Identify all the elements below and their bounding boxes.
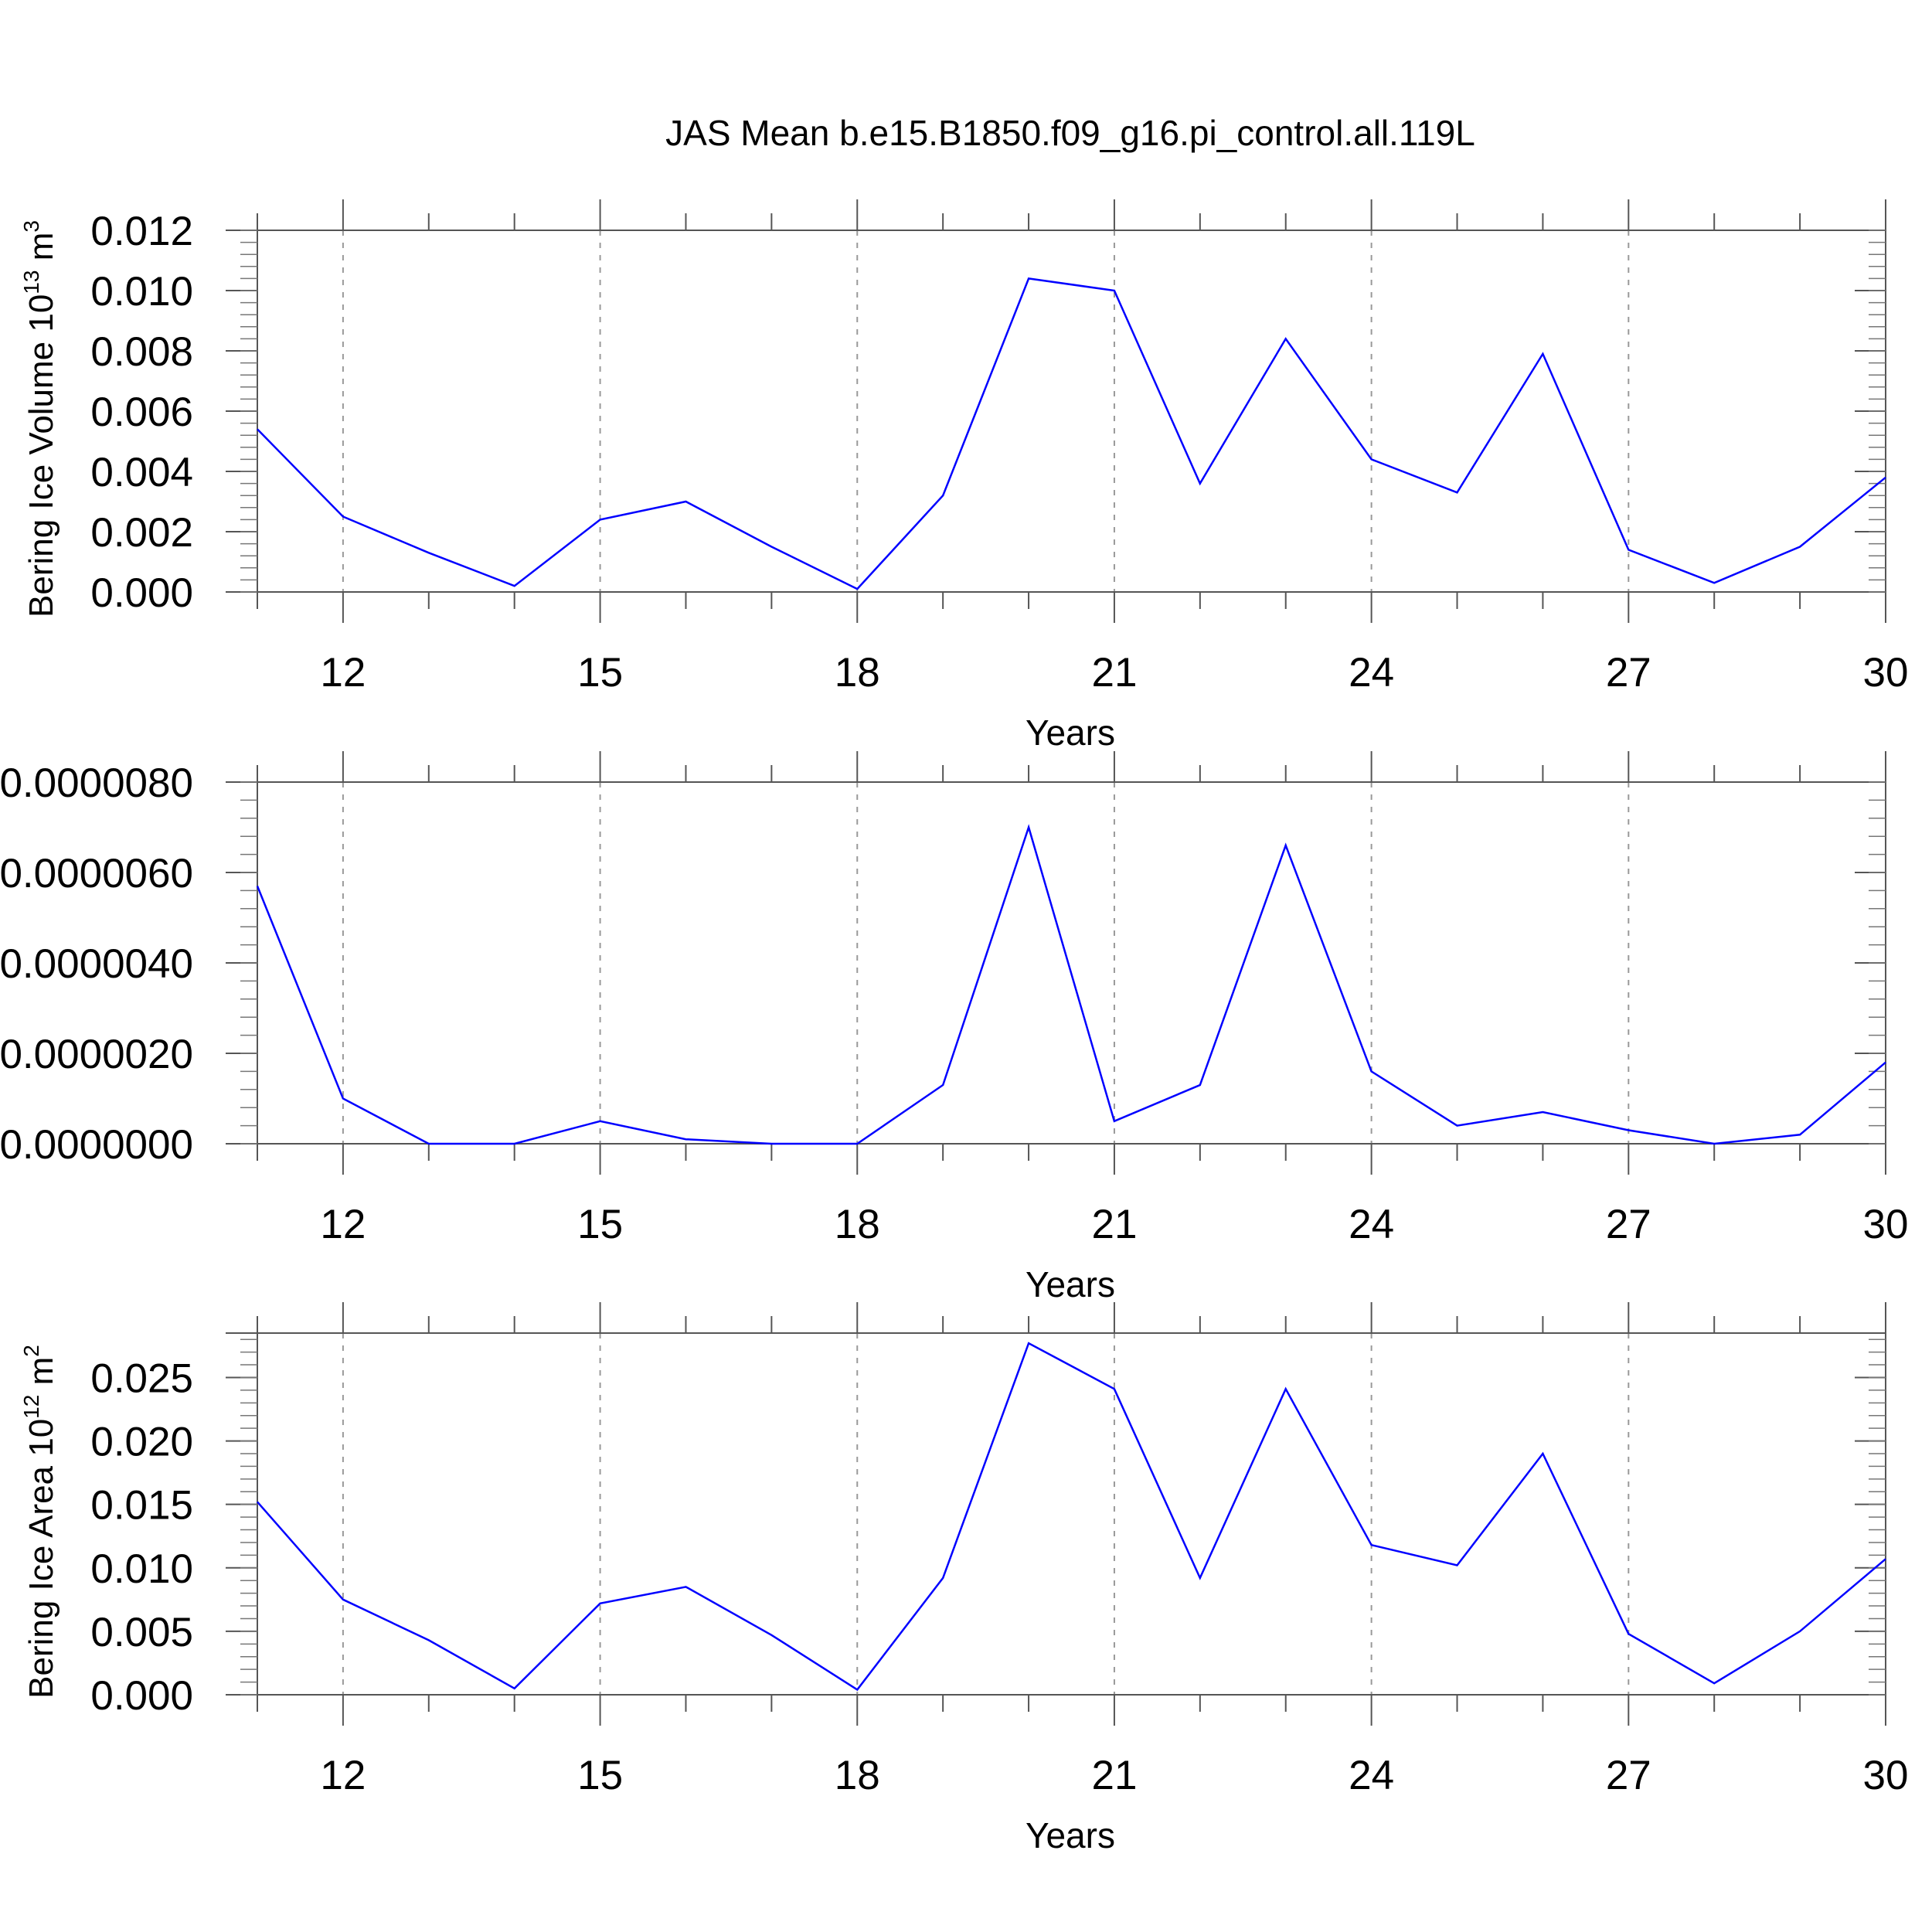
x-tick-label: 30	[1863, 650, 1909, 696]
y-tick-label: 0.0000000	[0, 1122, 193, 1168]
y-tick-label: 0.015	[90, 1483, 193, 1529]
panel-bering-ice-area: 12 15 18 21 24 27 30 0.000 0.005 0.010 0.015 0.020 0…	[19, 1302, 1908, 1855]
y-axis-label: Bering Ice Area 1012 m2	[19, 1345, 60, 1699]
y-tick-label: 0.000	[90, 1673, 193, 1719]
y-tick-label: 0.006	[90, 389, 193, 435]
y-tick-label: 0.004	[90, 450, 193, 495]
y-tick-label: 0.008	[90, 329, 193, 375]
x-tick-label: 18	[835, 1202, 880, 1247]
y-tick-label: 0.0000080	[0, 760, 193, 806]
x-tick-label: 24	[1349, 650, 1394, 696]
y-tick-label: 0.002	[90, 510, 193, 556]
y-tick-label: 0.010	[90, 269, 193, 315]
x-tick-label: 15	[577, 1202, 623, 1247]
x-tick-label: 18	[835, 650, 880, 696]
y-tick-label: 0.020	[90, 1420, 193, 1465]
x-tick-label: 15	[577, 650, 623, 696]
x-tick-label: 21	[1091, 1753, 1137, 1798]
x-tick-label: 21	[1091, 650, 1137, 696]
y-tick-label: 0.010	[90, 1546, 193, 1592]
y-axis-label: Bering Ice Volume 1013 m3	[19, 220, 60, 617]
series-line	[257, 277, 1886, 590]
x-tick-label: 30	[1863, 1753, 1909, 1798]
x-tick-label: 15	[577, 1753, 623, 1798]
x-tick-label: 12	[320, 1202, 366, 1247]
y-tick-label: 0.005	[90, 1610, 193, 1655]
x-tick-label: 30	[1863, 1202, 1909, 1247]
x-tick-label: 12	[320, 650, 366, 696]
x-tick-label: 18	[835, 1753, 880, 1798]
chart-title: JAS Mean b.e15.B1850.f09_g16.pi_control.…	[665, 113, 1475, 153]
series-line	[257, 1342, 1886, 1692]
x-tick-label: 24	[1349, 1753, 1394, 1798]
y-tick-label: 0.0000020	[0, 1032, 193, 1077]
series-line	[256, 824, 1886, 1145]
y-tick-label: 0.012	[90, 209, 193, 254]
y-tick-label: 0.000	[90, 570, 193, 616]
x-tick-label: 24	[1349, 1202, 1394, 1247]
y-tick-label: 0.0000040	[0, 941, 193, 987]
x-axis-label: Years	[1026, 1264, 1115, 1304]
x-tick-label: 12	[320, 1753, 366, 1798]
panel-bering-ice-volume: 12 15 18 21 24 27 30 0.000 0.002 0.004 0.006 0.008 0…	[19, 199, 1908, 753]
y-tick-label: 0.0000060	[0, 851, 193, 896]
x-axis-label: Years	[1026, 713, 1115, 753]
x-tick-label: 27	[1606, 1753, 1651, 1798]
x-tick-label: 27	[1606, 1202, 1651, 1247]
x-tick-label: 27	[1606, 650, 1651, 696]
x-tick-label: 21	[1091, 1202, 1137, 1247]
panel-middle: 12 15 18 21 24 27 30 0.0000000 0.0000020 0.000004…	[0, 751, 1908, 1304]
x-axis-label: Years	[1026, 1815, 1115, 1855]
y-tick-label: 0.025	[90, 1355, 193, 1401]
